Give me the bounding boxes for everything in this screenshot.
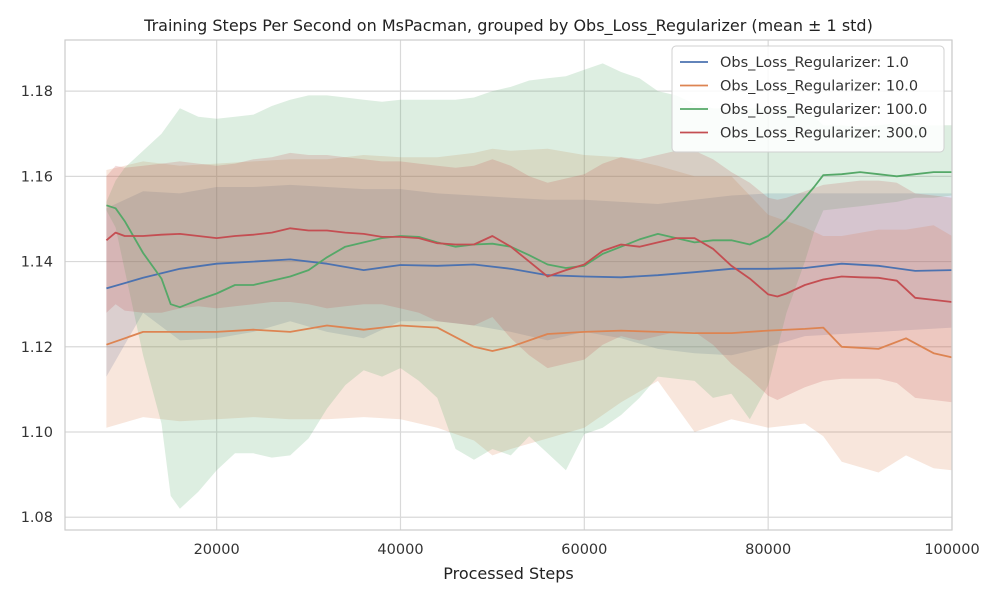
y-tick-label: 1.14	[21, 255, 53, 271]
x-tick-label: 60000	[561, 542, 607, 558]
x-tick-label: 80000	[745, 542, 791, 558]
legend-box	[671, 45, 945, 153]
plot-frame	[64, 39, 953, 531]
series-line-3	[105, 227, 953, 303]
series-lines	[105, 171, 953, 359]
y-tick-label: 1.08	[21, 510, 53, 526]
y-tick-label: 1.10	[21, 425, 53, 441]
legend-items: Obs_Loss_Regularizer: 1.0 Obs_Loss_Regula…	[680, 55, 927, 142]
std-band-series-2	[106, 63, 952, 509]
legend: Obs_Loss_Regularizer: 1.0 Obs_Loss_Regula…	[671, 45, 945, 153]
std-band-series-3	[106, 150, 952, 403]
x-ticks: 20000 40000 60000 80000 100000	[194, 542, 980, 558]
legend-label: Obs_Loss_Regularizer: 100.0	[720, 102, 927, 118]
series-line-0	[106, 258, 953, 290]
series-line-2	[106, 171, 952, 309]
x-tick-label: 100000	[924, 542, 979, 558]
chart-title: Training Steps Per Second on MsPacman, g…	[143, 16, 873, 36]
series-line-1	[106, 324, 953, 359]
x-axis-title: Processed Steps	[443, 564, 574, 583]
y-ticks: 1.08 1.10 1.12 1.14 1.16 1.18	[21, 84, 53, 526]
legend-label: Obs_Loss_Regularizer: 10.0	[720, 79, 918, 95]
y-tick-label: 1.12	[21, 340, 53, 356]
x-tick-label: 40000	[377, 542, 423, 558]
y-tick-label: 1.16	[21, 169, 53, 185]
y-tick-label: 1.18	[21, 84, 53, 100]
std-band-series-0	[106, 184, 952, 377]
legend-label: Obs_Loss_Regularizer: 300.0	[720, 126, 927, 142]
x-tick-label: 20000	[194, 542, 240, 558]
legend-label: Obs_Loss_Regularizer: 1.0	[720, 55, 909, 71]
